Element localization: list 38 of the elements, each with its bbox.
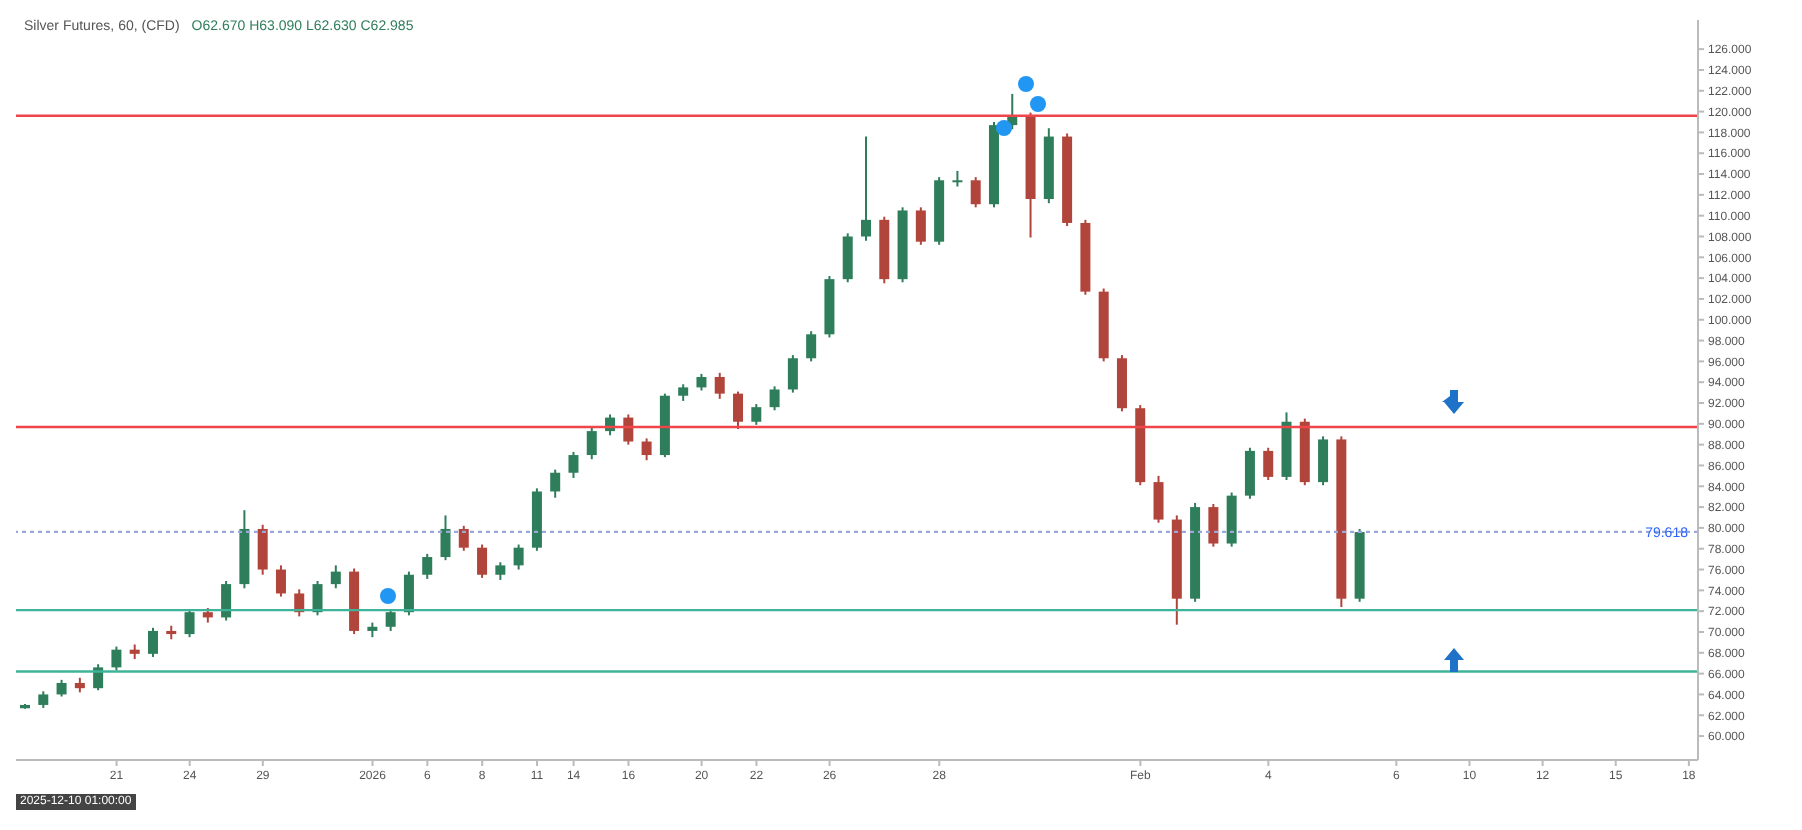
candlestick bbox=[1244, 446, 1255, 500]
candlestick bbox=[1226, 491, 1237, 548]
candlestick bbox=[440, 514, 451, 562]
candlestick bbox=[1153, 474, 1164, 524]
candlestick bbox=[1318, 435, 1329, 487]
candlestick bbox=[568, 450, 579, 479]
candlestick bbox=[477, 543, 488, 579]
candlestick bbox=[733, 390, 744, 431]
candlestick bbox=[458, 524, 469, 552]
candlestick bbox=[312, 579, 323, 617]
candlestick bbox=[422, 552, 433, 580]
candlestick bbox=[915, 206, 926, 246]
candlestick bbox=[221, 579, 232, 622]
candlestick bbox=[147, 626, 158, 658]
candlestick bbox=[641, 437, 652, 462]
candlestick bbox=[111, 645, 122, 672]
candlestick bbox=[184, 608, 195, 639]
candlestick bbox=[330, 564, 341, 590]
candlestick bbox=[385, 608, 396, 632]
candlestick bbox=[842, 232, 853, 284]
candlestick bbox=[787, 354, 798, 394]
candlestick bbox=[1263, 446, 1274, 482]
candlestick bbox=[861, 135, 871, 242]
candlestick bbox=[294, 588, 305, 618]
candlestick bbox=[623, 413, 634, 446]
candlestick bbox=[275, 564, 286, 598]
candlestick bbox=[970, 176, 981, 209]
candlestick bbox=[806, 330, 817, 363]
candlestick bbox=[1208, 502, 1219, 548]
candlestick bbox=[513, 543, 524, 571]
candlestick bbox=[550, 468, 561, 499]
candlestick bbox=[751, 403, 762, 426]
candlestick bbox=[257, 523, 268, 576]
candlestick bbox=[952, 169, 963, 188]
candlestick bbox=[769, 385, 780, 412]
candlestick bbox=[586, 426, 597, 461]
candlestick bbox=[714, 371, 725, 400]
candlestick bbox=[403, 570, 414, 617]
